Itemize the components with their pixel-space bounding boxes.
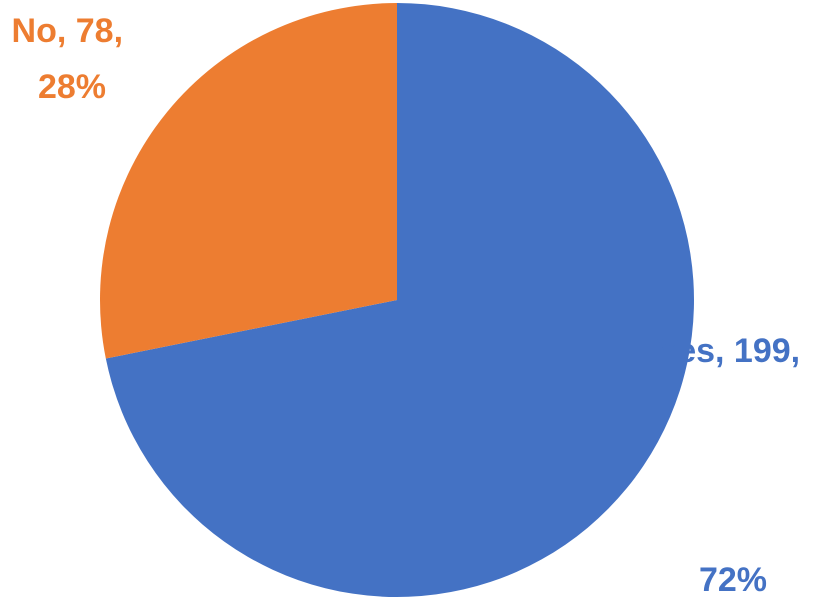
label-no: No, 78, 28% bbox=[12, 12, 133, 106]
pie-slice-no bbox=[99, 3, 397, 359]
label-no-line2: 28% bbox=[38, 68, 106, 106]
pie-slices bbox=[99, 3, 695, 598]
pie-slice-yes bbox=[105, 3, 695, 598]
label-yes-line2: 72% bbox=[699, 561, 767, 598]
label-no-line1: No, 78, bbox=[12, 12, 123, 50]
label-yes-line1: Yes, 199, bbox=[656, 332, 800, 370]
label-yes: Yes, 199, 72% bbox=[656, 332, 809, 598]
